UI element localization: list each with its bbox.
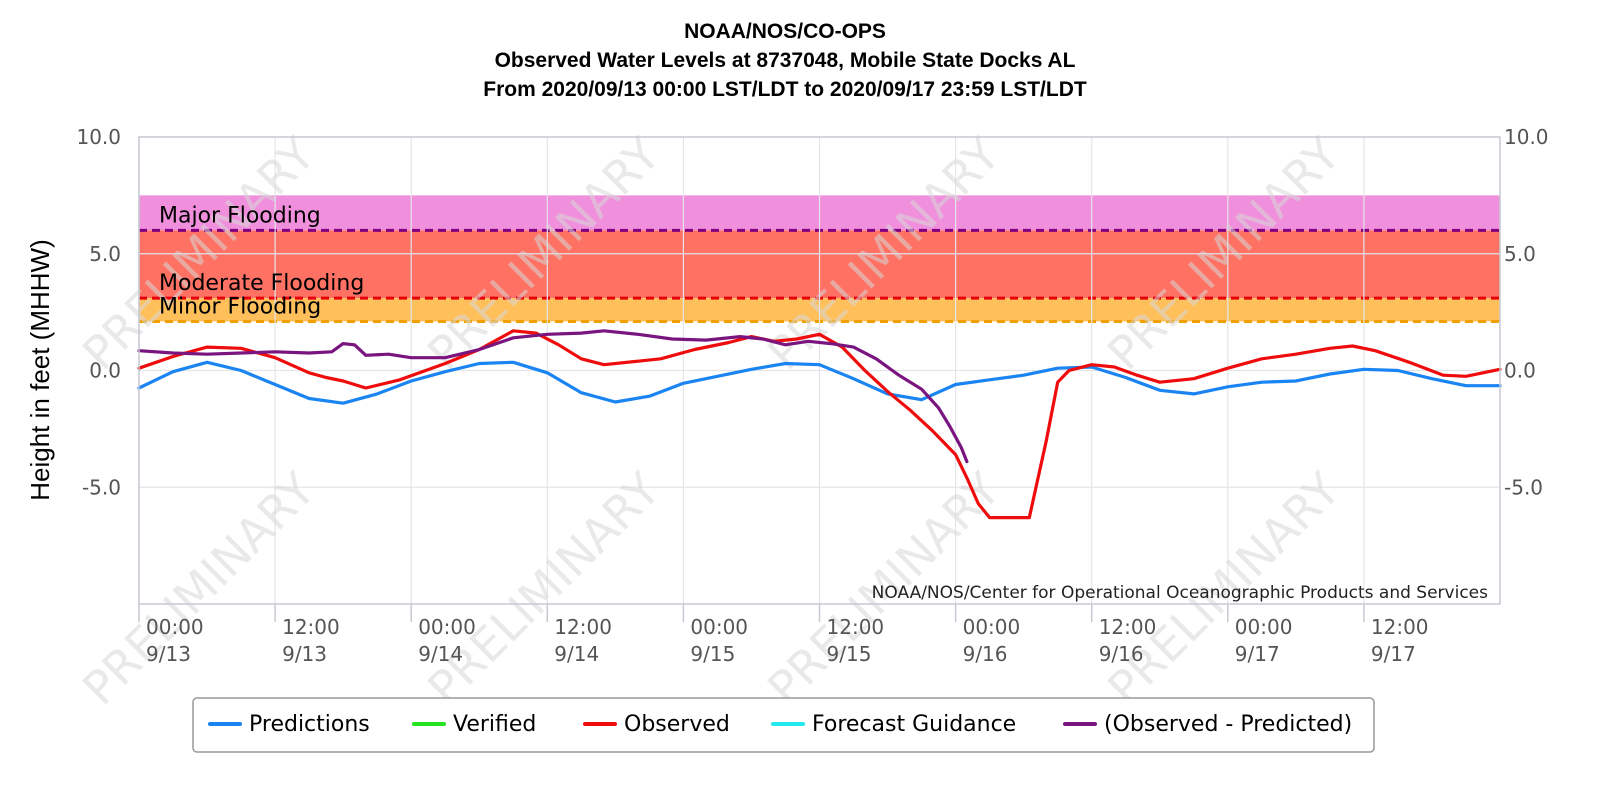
minor-flooding-label: Minor Flooding [159, 294, 321, 319]
watermark-5: PRELIMINARY [417, 461, 671, 715]
chart-title: NOAA/NOS/CO-OPS Observed Water Levels at… [483, 20, 1087, 101]
observed-predicted-line [137, 329, 969, 464]
y-tick-left-5-0: 5.0 [89, 242, 121, 266]
x-axis: 00:00 9/13 12:00 9/13 00:00 9/14 12:00 9/14 00:0… [138, 604, 1429, 666]
y-axis-label: Height in feet (MHHW) [25, 239, 55, 501]
legend-label-predictions: Predictions [249, 712, 370, 737]
x-tick-date-5: 9/15 [827, 642, 872, 666]
legend-label-observed-predicted: (Observed - Predicted) [1104, 712, 1352, 737]
title-line-1: NOAA/NOS/CO-OPS [684, 20, 886, 43]
x-tick-time-0: 00:00 [146, 615, 204, 639]
x-tick-time-2: 00:00 [418, 615, 476, 639]
y-tick-right-0-0: 0.0 [1504, 359, 1536, 383]
observed-line [137, 329, 1502, 520]
major-flooding-label: Major Flooding [159, 203, 321, 228]
x-tick-date-2: 9/14 [418, 642, 463, 666]
x-tick-time-5: 12:00 [827, 615, 885, 639]
y-tick-right-5-0: 5.0 [1504, 242, 1536, 266]
watermark-4: PRELIMINARY [72, 461, 326, 715]
x-tick-time-3: 12:00 [554, 615, 612, 639]
y-tick-left-0-0: 0.0 [89, 359, 121, 383]
x-tick-time-9: 12:00 [1371, 615, 1429, 639]
legend-label-observed: Observed [624, 712, 730, 737]
x-tick-date-0: 9/13 [146, 642, 191, 666]
x-tick-date-3: 9/14 [554, 642, 599, 666]
legend: Predictions Verified Observed Forecast Guid… [192, 697, 1375, 753]
legend-label-forecast-guidance: Forecast Guidance [812, 712, 1016, 737]
x-tick-date-8: 9/17 [1235, 642, 1280, 666]
y-tick-left-5-0: -5.0 [82, 475, 121, 499]
predictions-line [137, 360, 1502, 405]
x-tick-date-7: 9/16 [1099, 642, 1144, 666]
y-tick-right-5-0: -5.0 [1504, 475, 1543, 499]
y-tick-left-10-0: 10.0 [76, 125, 121, 149]
x-tick-time-8: 00:00 [1235, 615, 1293, 639]
title-line-3: From 2020/09/13 00:00 LST/LDT to 2020/09… [483, 78, 1087, 101]
x-tick-time-7: 12:00 [1099, 615, 1157, 639]
credit-text: NOAA/NOS/Center for Operational Oceanogr… [872, 583, 1488, 603]
x-tick-time-6: 00:00 [963, 615, 1021, 639]
title-line-2: Observed Water Levels at 8737048, Mobile… [495, 49, 1076, 72]
series-lines [137, 329, 1502, 520]
y-axis-right: 10.0 5.0 0.0 -5.0 [1504, 125, 1549, 499]
moderate-flooding-label: Moderate Flooding [159, 271, 364, 296]
x-tick-time-4: 00:00 [690, 615, 748, 639]
x-tick-date-4: 9/15 [690, 642, 735, 666]
x-tick-date-6: 9/16 [963, 642, 1008, 666]
legend-label-verified: Verified [453, 712, 536, 737]
x-tick-date-1: 9/13 [282, 642, 327, 666]
y-tick-right-10-0: 10.0 [1504, 125, 1549, 149]
y-axis-left: 10.0 5.0 0.0 -5.0 [76, 125, 121, 499]
x-tick-date-9: 9/17 [1371, 642, 1416, 666]
x-tick-time-1: 12:00 [282, 615, 340, 639]
